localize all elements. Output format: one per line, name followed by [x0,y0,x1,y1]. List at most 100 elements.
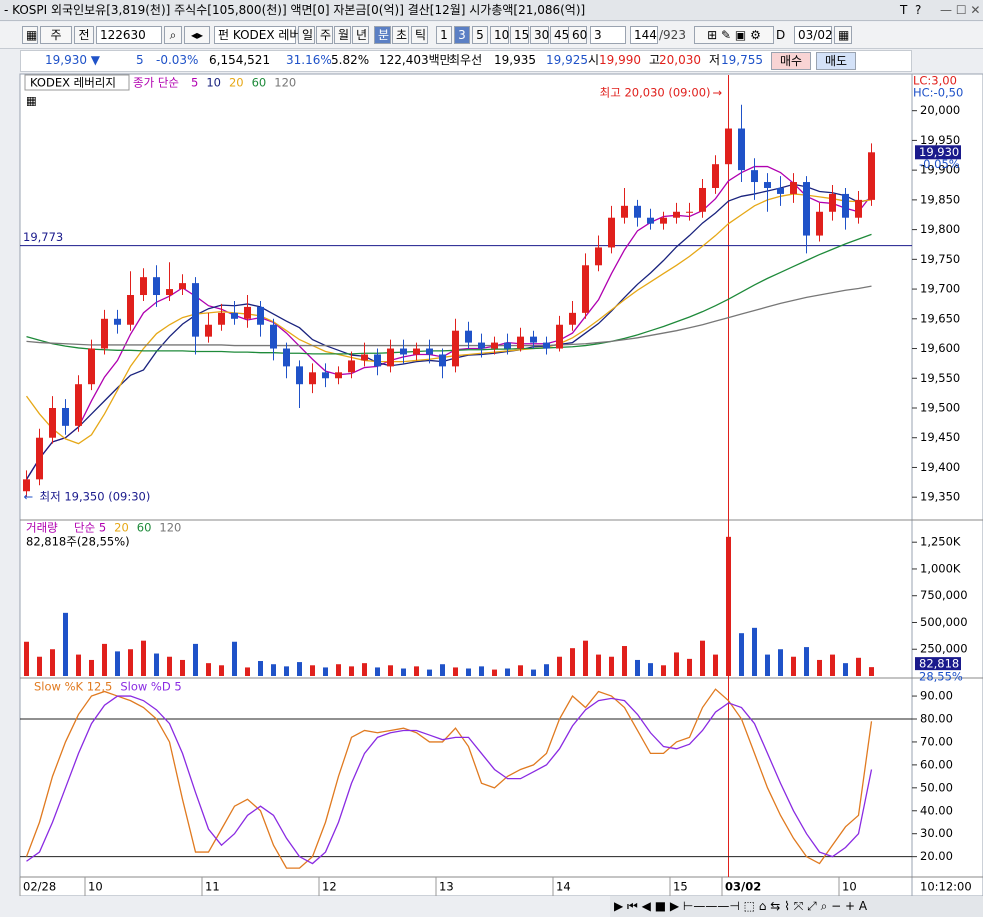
icon[interactable]: ? [915,3,922,17]
line [26,233,872,355]
y-tick-label: 19,450 [920,430,960,444]
legend-label: Slow %D 5 [120,680,181,694]
ask: 19,935 [494,53,536,67]
count-input[interactable]: 144 [630,26,658,44]
bar [843,663,848,676]
icon-button[interactable]: ▦ [22,26,38,44]
candle-body [842,193,849,218]
candle-body [114,318,121,325]
reference-label: 19,773 [23,230,63,244]
candle-body [530,336,537,343]
button[interactable]: 분 [374,26,391,44]
checkbox-label[interactable]: D [776,28,786,42]
icon-button[interactable]: ◂▸ [184,26,210,44]
y-tick-label: 19,850 [920,192,960,206]
bar [830,654,835,676]
y-tick-label: 90.00 [920,689,953,703]
icon[interactable]: T [900,3,908,17]
button[interactable]: 30 [530,26,549,44]
bar [219,665,224,676]
y-tick-label: 750,000 [920,588,968,602]
button[interactable]: 주 [316,26,333,44]
button[interactable]: 60 [568,26,587,44]
y-tick-label: 30.00 [920,826,953,840]
buy-button[interactable]: 매수 [771,52,811,70]
y-tick-label: 50.00 [920,780,953,794]
candle-body [569,312,576,325]
candle-body [62,407,69,426]
bar [37,656,42,676]
candle-body [816,211,823,236]
legend-label: 10 [206,76,221,90]
button[interactable]: 5 [472,26,488,44]
candle-body [244,306,251,319]
icon-buttons[interactable]: ⊞ ✎ ▣ ⚙ [694,26,774,44]
amount: 122,403백만 [379,53,451,67]
x-tick-label: 15 [673,880,688,894]
y-tick-label: 1,250K [920,535,961,549]
bar [648,663,653,676]
quote-bar: 19,930 ▼ 5 -0.03% 6,154,521 31.16% 5.82%… [20,50,912,72]
candle-body [608,217,615,248]
bar [739,633,744,676]
button[interactable]: 년 [352,26,369,44]
candle-body [205,324,212,337]
y-tick-label: 19,800 [920,222,960,236]
candle-body [829,193,836,212]
bar [154,653,159,676]
button[interactable]: 45 [550,26,569,44]
button[interactable]: 틱 [411,26,428,44]
bar [778,649,783,676]
candle-body [296,366,303,385]
candle-body [738,128,745,171]
y-tick-label: 19,700 [920,282,960,296]
candle-body [413,348,420,355]
bar [206,663,211,676]
search-button[interactable]: ⌕ [164,26,182,44]
candle-body [361,354,368,361]
sell-button[interactable]: 매도 [816,52,856,70]
button[interactable]: 15 [510,26,529,44]
button[interactable]: 10 [490,26,509,44]
count-select[interactable]: 3 [590,26,626,44]
bar [674,652,679,676]
date-input[interactable]: 03/02 [794,26,833,44]
bar [544,664,549,676]
candle-body [400,348,407,355]
bar [362,663,367,676]
candle-body [777,187,784,194]
scroll-controls[interactable]: ▶ ⏮ ◀ ■ ▶ ⊢———⊣ ⬚ ⌂ ⇆ ⌇ ⤧ ⤢ ⌕ − + A [610,896,983,917]
annotation: 최저 19,350 (09:30) [40,490,151,504]
price-box [915,145,961,160]
bar [661,665,666,676]
bar [349,666,354,676]
y-tick-label: 19,350 [920,490,960,504]
chart: KODEX 레버리지 ▦ 종가 단순 거래량 82,818주(28,55%) 1… [19,73,983,896]
calendar-button[interactable]: ▦ [834,26,852,44]
button[interactable]: 일 [298,26,315,44]
plot-background [19,73,913,896]
button[interactable]: 3 [454,26,470,44]
period-select[interactable]: 주 [40,26,72,44]
code-input[interactable]: 122630 [96,26,162,44]
bid: 19,925 [546,53,588,67]
button[interactable]: 1 [436,26,452,44]
y-tick-label: 60.00 [920,757,953,771]
button[interactable]: 월 [334,26,351,44]
candle-body [543,342,550,349]
axis-background [911,73,983,896]
bar [102,643,107,676]
button[interactable]: 전 [74,26,94,44]
bar [505,668,510,676]
button[interactable]: 초 [392,26,409,44]
legend-label: 단순 5 [74,521,106,535]
name-field[interactable]: 펀 KODEX 레버 [214,26,300,44]
bar [323,667,328,676]
candle-body [153,277,160,296]
window-controls[interactable]: — ☐ ✕ [940,3,981,17]
x-tick-label: 13 [439,880,454,894]
legend-box [24,74,130,91]
label: 고 [649,53,661,67]
controls[interactable]: ▶ ⏮ ◀ ■ ▶ ⊢———⊣ ⬚ ⌂ ⇆ ⌇ ⤧ ⤢ ⌕ − + A [614,899,868,913]
last-volume: 82,818 [919,657,959,671]
